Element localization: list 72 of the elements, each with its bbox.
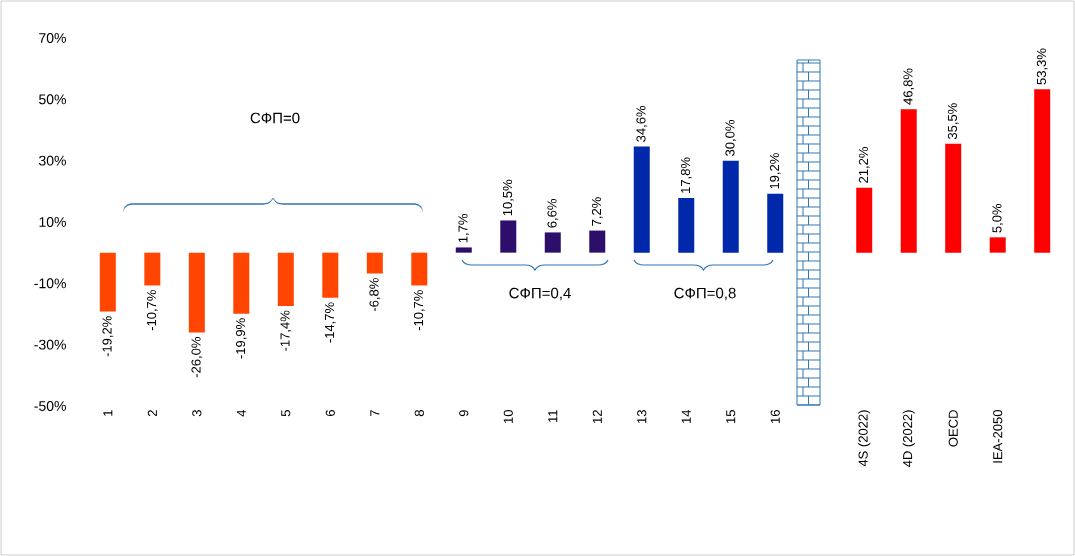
data-label: 30,0% xyxy=(725,120,737,156)
x-tick-label: 13 xyxy=(637,410,647,423)
data-label: -14,7% xyxy=(324,302,336,343)
bar xyxy=(277,252,294,307)
y-tick-label: 10% xyxy=(39,217,66,227)
data-label: 53,3% xyxy=(1036,48,1048,85)
x-tick-label: 16 xyxy=(770,410,780,423)
x-tick-label: 7 xyxy=(370,410,380,417)
data-label: 17,8% xyxy=(680,157,692,193)
bar xyxy=(322,252,339,298)
data-label: -26,0% xyxy=(191,337,203,378)
x-tick-label: OECD xyxy=(948,410,958,447)
data-label: -19,2% xyxy=(102,316,114,357)
bar xyxy=(989,237,1006,253)
bar xyxy=(233,252,250,314)
data-label: -10,7% xyxy=(413,290,425,331)
x-tick-label: 15 xyxy=(726,410,736,423)
annotation: СФП=0,4 xyxy=(509,287,571,301)
y-tick-label: 70% xyxy=(39,33,66,43)
data-label: 34,6% xyxy=(636,105,648,142)
x-tick-label: 11 xyxy=(548,410,558,423)
data-label: 19,2% xyxy=(769,153,781,189)
data-label: 6,6% xyxy=(547,199,559,228)
data-label: 35,5% xyxy=(947,103,959,140)
x-tick-label: 6 xyxy=(325,410,335,417)
data-label: 46,8% xyxy=(903,68,915,105)
y-tick-label: 30% xyxy=(38,155,66,166)
x-tick-label: 9 xyxy=(459,410,469,417)
x-tick-label: 5 xyxy=(281,410,291,417)
data-label: -10,7% xyxy=(146,290,158,331)
y-tick-label: -50% xyxy=(34,401,66,411)
bar xyxy=(99,252,116,312)
bar xyxy=(900,109,917,253)
data-label: -17,4% xyxy=(280,310,292,351)
bar xyxy=(633,146,650,253)
x-tick-label: 12 xyxy=(592,410,602,423)
x-tick-label: 3 xyxy=(192,410,202,417)
bar xyxy=(411,252,428,286)
x-tick-label: 14 xyxy=(681,409,691,423)
data-label: 1,7% xyxy=(458,214,470,243)
bar xyxy=(678,198,695,253)
x-tick-label: IEA-2050 xyxy=(993,410,1003,463)
bar xyxy=(366,252,383,274)
x-tick-label: 4S (2022) xyxy=(858,410,871,467)
x-tick-label: 8 xyxy=(414,410,424,417)
data-label: 21,2% xyxy=(858,147,870,183)
y-tick-label: -30% xyxy=(34,339,66,350)
bar xyxy=(144,252,161,286)
y-tick-label: -10% xyxy=(34,278,66,289)
bar xyxy=(856,187,873,253)
x-tick-label: 10 xyxy=(503,410,513,423)
bar xyxy=(945,143,962,253)
y-tick-label: 50% xyxy=(39,94,66,105)
x-tick-label: 4D (2022) xyxy=(902,410,915,468)
bar xyxy=(589,230,606,253)
data-label: -19,9% xyxy=(235,318,247,359)
x-tick-label: 2 xyxy=(147,410,157,417)
annotation: СФП=0 xyxy=(250,112,300,124)
data-label: 5,0% xyxy=(992,203,1004,233)
bar xyxy=(1034,89,1051,253)
bar xyxy=(455,247,472,253)
bar xyxy=(544,232,561,253)
data-label: 10,5% xyxy=(502,179,514,216)
x-tick-label: 1 xyxy=(103,410,113,416)
x-tick-label: 4 xyxy=(236,409,246,417)
annotation: СФП=0,8 xyxy=(674,287,736,301)
bar xyxy=(767,193,784,253)
bar xyxy=(722,160,739,253)
data-label: -6,8% xyxy=(369,278,381,312)
bar xyxy=(188,252,205,333)
bar xyxy=(500,220,517,253)
data-label: 7,2% xyxy=(591,197,603,226)
